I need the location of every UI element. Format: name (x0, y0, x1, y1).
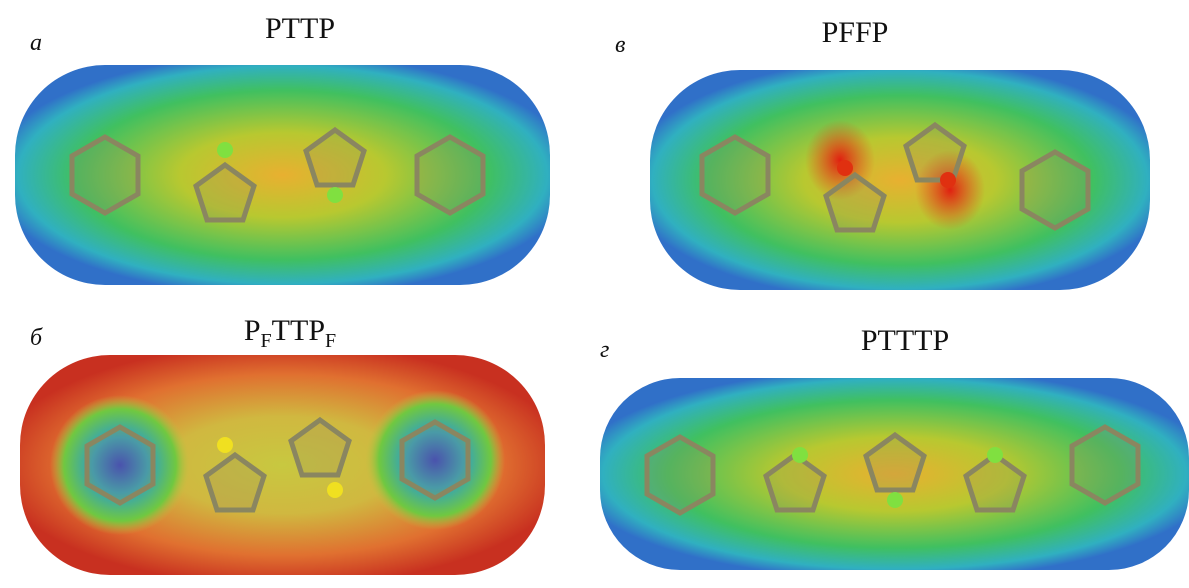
molecule-map (15, 65, 550, 285)
panel-title: PFTTPF (244, 314, 336, 352)
panel-label: в (615, 32, 625, 58)
title-text: PFFP (822, 16, 889, 49)
title-subscript: F (325, 330, 336, 352)
panel-label: б (30, 325, 43, 351)
title-text: PTTTP (861, 324, 949, 357)
figure: а PTTP в PFFP б PFTTPF г PTTTP (0, 0, 1189, 588)
panel-title: PFFP (822, 16, 889, 49)
panel-title: PTTTP (861, 324, 949, 357)
panel-title: PTTP (265, 12, 335, 45)
panel-label: г (600, 337, 609, 363)
title-text: PTTP (265, 12, 335, 45)
molecule-map (20, 355, 545, 575)
panel-label: а (30, 30, 42, 56)
title-text: P (244, 314, 261, 347)
molecule-map (650, 70, 1150, 290)
title-text: TTP (272, 314, 325, 347)
title-subscript: F (261, 330, 272, 352)
molecule-map (600, 378, 1189, 570)
